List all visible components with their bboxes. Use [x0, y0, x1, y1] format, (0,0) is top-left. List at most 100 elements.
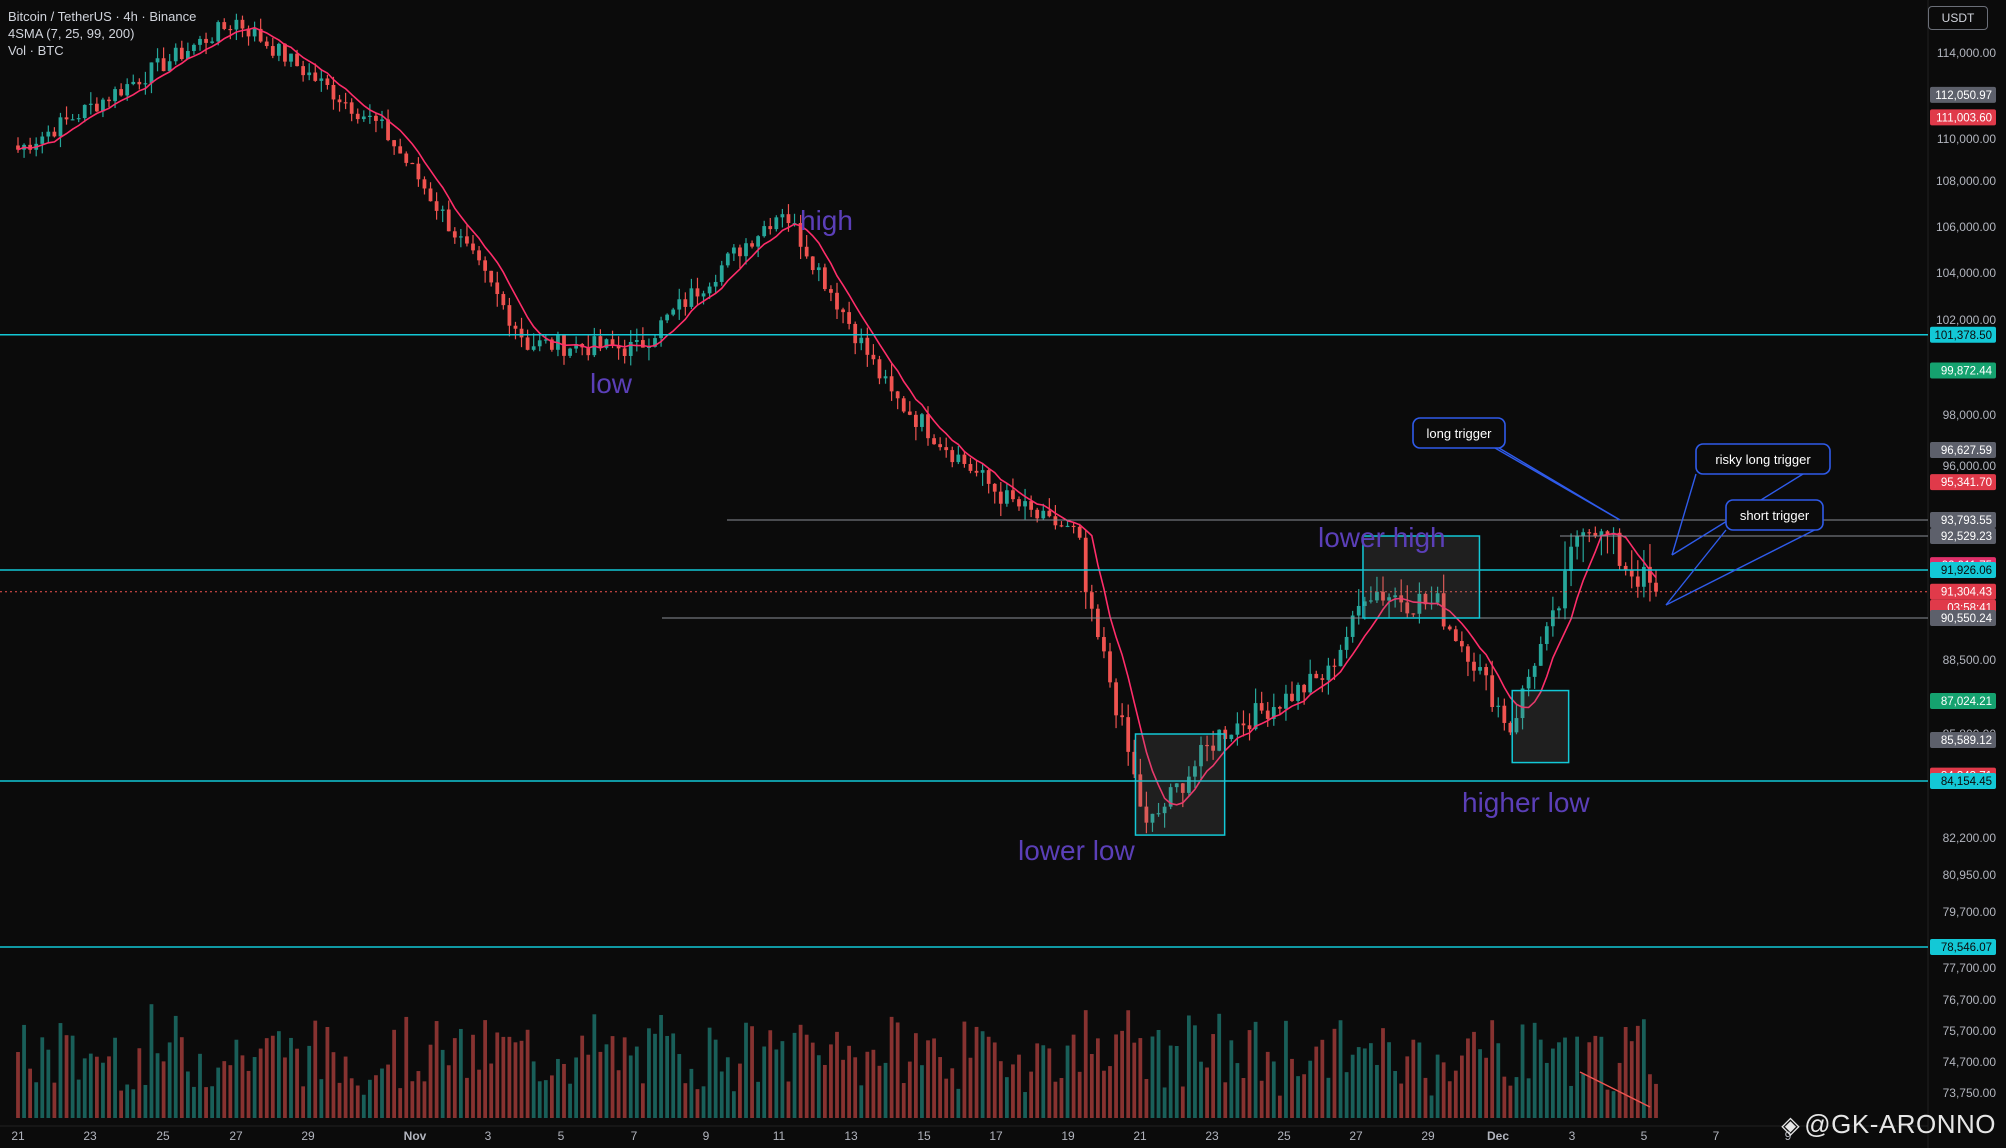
volume-bar — [1023, 1092, 1027, 1118]
volume-bar — [143, 1084, 148, 1118]
volume-bar — [258, 1048, 263, 1118]
candle-body — [76, 118, 81, 120]
volume-bar — [52, 1082, 57, 1118]
price-badge: 99,872.44 — [1930, 362, 1996, 379]
volume-bar — [1508, 1085, 1513, 1118]
y-axis-tick-label: 96,000.00 — [1943, 459, 1997, 473]
candle-body — [1599, 531, 1604, 536]
volume-bar — [94, 1056, 99, 1118]
candle-body — [501, 294, 506, 306]
volume-bar — [1271, 1061, 1276, 1118]
volume-bar — [774, 1049, 779, 1118]
candle-body — [1520, 688, 1525, 719]
volume-bar — [1447, 1081, 1452, 1118]
candle-body — [337, 99, 342, 103]
candle-body — [1217, 729, 1222, 751]
candle-body — [1162, 806, 1167, 814]
candle-body — [1059, 525, 1064, 527]
volume-bar — [1199, 1061, 1203, 1118]
volume-bar — [264, 1038, 269, 1118]
higher-low-zone — [1511, 689, 1570, 764]
volume-bar — [835, 1031, 839, 1118]
candle-body — [1320, 678, 1325, 680]
symbol-title[interactable]: Bitcoin / TetherUS · 4h · Binance — [8, 9, 197, 24]
x-axis-tick-label: 7 — [1713, 1129, 1720, 1143]
x-axis-tick-label: 13 — [844, 1129, 858, 1143]
volume-bar — [228, 1065, 233, 1118]
volume-bar — [458, 1028, 463, 1118]
price-badge: 78,546.07 — [1930, 939, 1996, 955]
volume-bar — [1635, 1025, 1640, 1118]
candle-body — [1381, 591, 1385, 601]
volume-bar — [361, 1094, 366, 1118]
volume-bar — [683, 1083, 688, 1118]
volume-bar — [1223, 1082, 1228, 1118]
candle-body — [1344, 636, 1349, 650]
candle-body — [495, 282, 500, 295]
callout-box — [1695, 443, 1831, 475]
candle-body — [744, 243, 748, 257]
candle-body — [920, 414, 924, 427]
volume-bar — [440, 1049, 445, 1118]
price-badge-label: 78,546.07 — [1941, 942, 1992, 954]
volume-bar — [574, 1057, 579, 1118]
candle-body — [246, 28, 251, 37]
volume-bar — [1186, 1015, 1191, 1118]
volume-bar — [1544, 1062, 1549, 1118]
volume-bar — [1095, 1038, 1100, 1118]
volume-bar — [616, 1070, 621, 1118]
volume-bar — [167, 1042, 172, 1118]
sma-indicator-label[interactable]: 4SMA (7, 25, 99, 200) — [8, 26, 135, 41]
candle-body — [398, 146, 403, 154]
candle-body — [847, 312, 852, 324]
volume-bar — [1405, 1056, 1410, 1118]
candle-body — [689, 288, 694, 307]
candle-body — [956, 454, 961, 463]
volume-bar — [1550, 1048, 1555, 1118]
volume-bar — [70, 1035, 75, 1118]
candle-body — [713, 281, 718, 287]
volume-bar — [1466, 1038, 1470, 1118]
candle-body — [1441, 593, 1446, 627]
candle-body — [895, 391, 900, 399]
candle-body — [88, 103, 93, 105]
candle-body — [907, 411, 912, 415]
volume-bar — [313, 1020, 318, 1118]
price-badge: 96,627.59 — [1930, 441, 1996, 458]
volume-bar — [1047, 1048, 1052, 1118]
volume-bar — [1399, 1083, 1404, 1118]
volume-bar — [634, 1046, 639, 1118]
candle-body — [167, 61, 172, 72]
volume-bar — [1587, 1042, 1592, 1118]
candle-body — [1205, 744, 1209, 747]
volume-indicator-label[interactable]: Vol · BTC — [8, 43, 64, 58]
volume-bar — [40, 1037, 45, 1118]
volume-bar — [380, 1068, 384, 1118]
candle-body — [944, 447, 949, 451]
candle-body — [1108, 651, 1112, 683]
callout-box — [1725, 499, 1824, 531]
volume-bar — [495, 1032, 500, 1118]
candle-body — [434, 201, 439, 211]
candle-body — [1356, 605, 1361, 616]
volume-bar — [816, 1055, 821, 1118]
candle-body — [416, 163, 421, 180]
candle-body — [659, 320, 663, 339]
price-badge-bg — [1930, 610, 1996, 626]
volume-bar — [1484, 1057, 1489, 1118]
volume-bar — [446, 1065, 451, 1118]
volume-bar — [307, 1045, 312, 1118]
candle-body — [410, 162, 415, 165]
candle-body — [671, 309, 676, 315]
volume-bar — [580, 1035, 585, 1118]
candle-body — [926, 414, 930, 439]
volume-bar — [1253, 1021, 1258, 1118]
currency-selector[interactable]: USDT — [1928, 6, 1988, 30]
volume-bar — [289, 1037, 293, 1118]
price-badge-label: 85,589.12 — [1941, 735, 1992, 747]
candle-body — [446, 209, 451, 232]
candle-body — [1265, 710, 1270, 719]
candle-body — [1241, 723, 1246, 726]
volume-bar — [1284, 1020, 1288, 1118]
